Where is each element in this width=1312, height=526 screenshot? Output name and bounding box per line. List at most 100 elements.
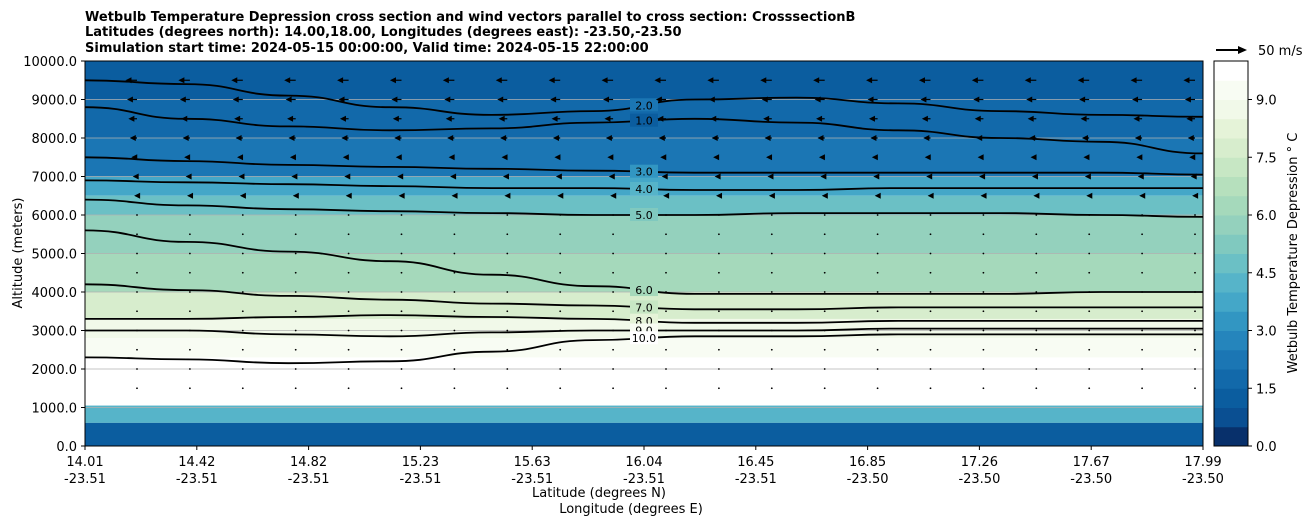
chart-title: Wetbulb Temperature Depression cross sec… bbox=[85, 10, 855, 56]
wind-vector-calm bbox=[770, 214, 773, 216]
wind-vector-calm bbox=[189, 387, 191, 390]
wind-vector-calm bbox=[770, 252, 773, 255]
colorbar-segment-18 bbox=[1214, 80, 1248, 100]
colorbar-segment-14 bbox=[1214, 157, 1248, 177]
wind-vector-head bbox=[395, 154, 402, 161]
wind-vector-head bbox=[181, 115, 188, 122]
wind-vector-head bbox=[231, 77, 238, 84]
contour-label-6.0: 6.0 bbox=[635, 284, 653, 297]
x-tick-lon-7: -23.50 bbox=[847, 472, 889, 487]
wind-vector-head bbox=[918, 77, 925, 84]
y-tick-label-10: 10000.0 bbox=[23, 55, 77, 70]
colorbar-segment-1 bbox=[1214, 407, 1248, 428]
wind-vector-head bbox=[345, 192, 352, 199]
wind-vector-calm bbox=[770, 271, 773, 274]
wind-vector-calm bbox=[665, 252, 667, 255]
wind-vector-calm bbox=[612, 387, 614, 390]
wind-vector-head bbox=[764, 135, 771, 141]
x-tick-lat-2: 14.82 bbox=[290, 455, 327, 470]
wind-vector-head bbox=[555, 173, 562, 180]
contour-label-bg-1.0 bbox=[630, 113, 658, 127]
x-tick-lon-10: -23.50 bbox=[1182, 472, 1224, 487]
wind-vector-calm bbox=[1141, 348, 1143, 351]
wind-vector-head bbox=[132, 173, 139, 180]
wind-vector-calm bbox=[929, 387, 932, 390]
wind-vector-head bbox=[1086, 192, 1093, 199]
wind-vector-head bbox=[603, 96, 610, 103]
wind-vector-calm bbox=[770, 310, 773, 313]
wind-vector-head bbox=[1186, 115, 1193, 122]
wind-vectors bbox=[125, 77, 1199, 390]
wind-vector-calm bbox=[982, 233, 985, 236]
wind-vector-calm bbox=[241, 214, 244, 216]
wind-vector-head bbox=[870, 135, 877, 141]
wind-vector-head bbox=[342, 154, 349, 161]
wind-vector-calm bbox=[189, 329, 191, 332]
wind-vector-calm bbox=[241, 387, 244, 390]
wind-vector-head bbox=[338, 96, 345, 103]
wind-vector-head bbox=[187, 192, 194, 199]
wind-vector-calm bbox=[453, 368, 456, 370]
wind-vector-head bbox=[498, 115, 505, 122]
wind-vector-head bbox=[610, 192, 617, 199]
wind-vector-calm bbox=[1194, 348, 1196, 351]
wind-vector-calm bbox=[612, 233, 614, 236]
wind-vector-head bbox=[447, 135, 454, 141]
wind-vector-calm bbox=[982, 368, 985, 370]
wind-vector-head bbox=[654, 77, 661, 84]
y-tick-label-6: 6000.0 bbox=[32, 209, 78, 224]
wind-vector-head bbox=[237, 154, 244, 161]
wind-vector-head bbox=[867, 96, 874, 103]
wind-vector-head bbox=[125, 77, 132, 84]
wind-vector-head bbox=[657, 115, 664, 122]
wind-vector-calm bbox=[136, 214, 138, 216]
wind-vector-calm bbox=[294, 387, 297, 390]
colorbar-tick-label-4: 6.0 bbox=[1256, 209, 1277, 224]
wind-vector-calm bbox=[241, 233, 244, 236]
wind-vector-calm bbox=[1194, 368, 1196, 370]
x-tick-lon-5: -23.51 bbox=[623, 472, 665, 487]
colorbar-segment-15 bbox=[1214, 138, 1248, 158]
wind-vector-head bbox=[923, 135, 930, 141]
wind-vector-head bbox=[182, 135, 189, 141]
wind-vector-calm bbox=[347, 387, 350, 390]
wind-vector-calm bbox=[1088, 271, 1091, 274]
wind-vector-calm bbox=[612, 310, 614, 313]
x-tick-lon-2: -23.51 bbox=[288, 472, 330, 487]
y-tick-label-4: 4000.0 bbox=[32, 286, 78, 301]
wind-vector-head bbox=[973, 96, 980, 103]
wind-vector-head bbox=[921, 115, 928, 122]
wind-vector-calm bbox=[823, 329, 826, 332]
wind-vector-calm bbox=[241, 271, 244, 274]
colorbar-segment-3 bbox=[1214, 369, 1248, 389]
wind-vector-head bbox=[398, 192, 405, 199]
wind-vector-calm bbox=[1141, 291, 1143, 293]
wind-vector-calm bbox=[241, 348, 244, 351]
wind-vector-head bbox=[126, 96, 133, 103]
wind-vector-calm bbox=[189, 233, 191, 236]
wind-vector-calm bbox=[1035, 348, 1038, 351]
wind-vector-head bbox=[1192, 192, 1199, 199]
wind-vector-head bbox=[604, 115, 611, 122]
contour-label-bg-5.0 bbox=[630, 208, 658, 221]
wind-vector-calm bbox=[347, 291, 350, 293]
wind-vector-calm bbox=[136, 329, 138, 332]
wind-vector-calm bbox=[718, 329, 720, 332]
wind-vector-head bbox=[178, 77, 185, 84]
wind-vector-calm bbox=[347, 233, 350, 236]
wind-vector-calm bbox=[136, 368, 138, 370]
wind-vector-calm bbox=[770, 233, 773, 236]
colorbar-segment-17 bbox=[1214, 99, 1248, 120]
wind-vector-head bbox=[980, 192, 987, 199]
colorbar-tick-label-5: 7.5 bbox=[1256, 151, 1277, 166]
x-tick-lon-1: -23.51 bbox=[176, 472, 218, 487]
contour-label-bg-6.0 bbox=[630, 283, 658, 297]
wind-vector-head bbox=[713, 154, 720, 161]
wind-vector-calm bbox=[718, 387, 720, 390]
wind-vector-calm bbox=[1035, 291, 1038, 293]
wind-vector-head bbox=[761, 96, 768, 103]
x-tick-lat-4: 15.63 bbox=[514, 455, 551, 470]
wind-vector-head bbox=[442, 77, 449, 84]
y-tick-label-7: 7000.0 bbox=[32, 171, 78, 186]
wind-vector-calm bbox=[559, 233, 562, 236]
